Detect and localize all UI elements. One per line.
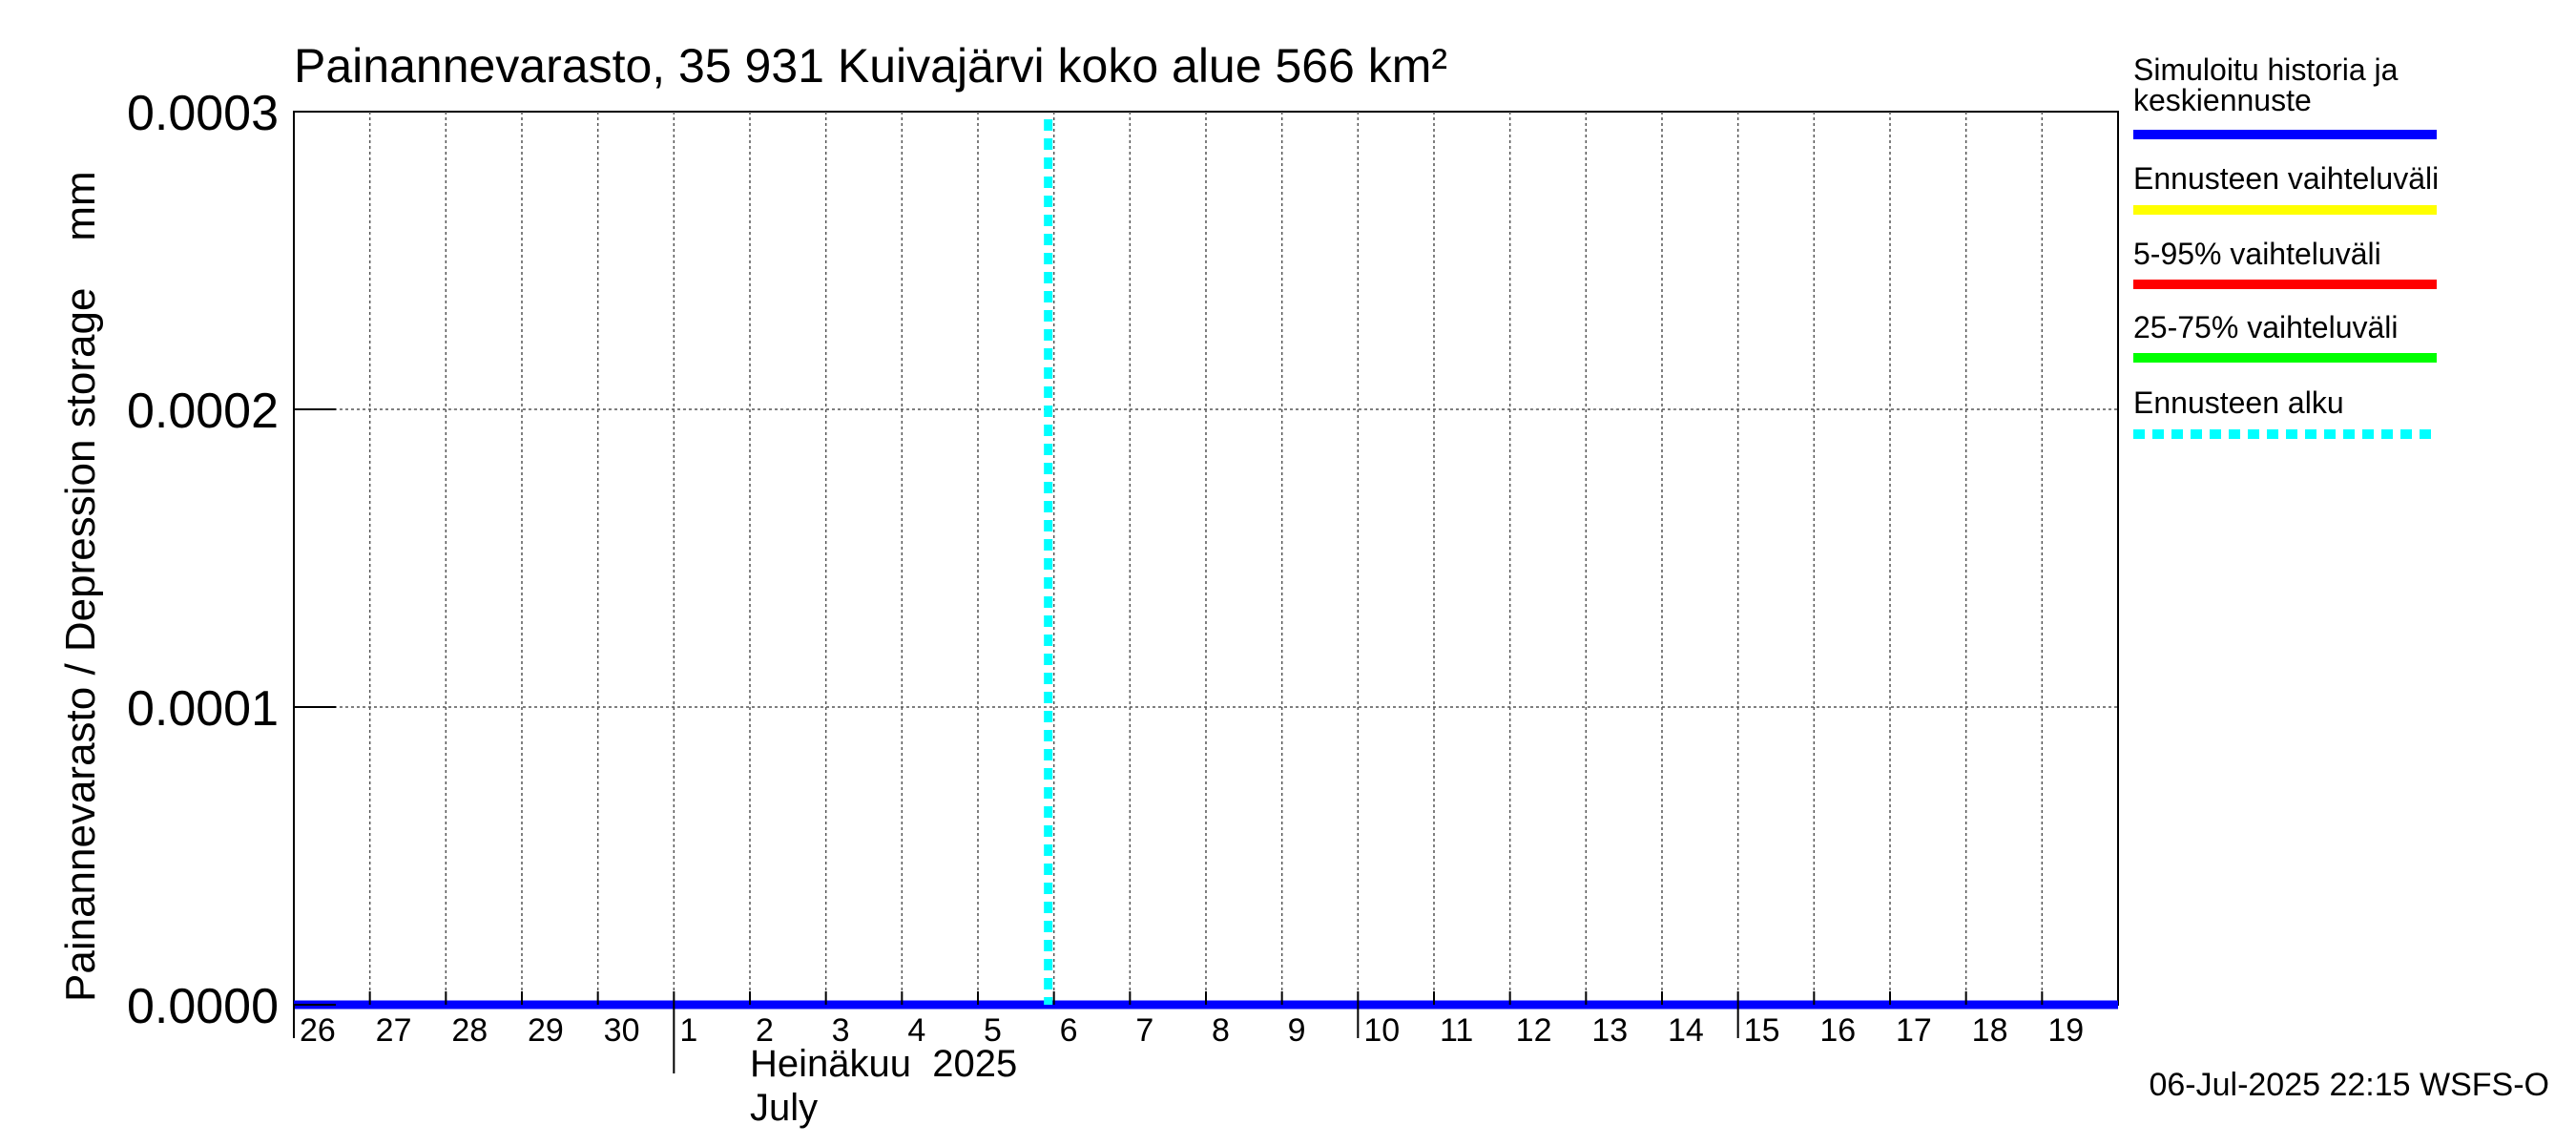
- y-axis: 0.0000 0.0001 0.0002 0.0003: [127, 86, 336, 1034]
- x-tick-label: 9: [1288, 1012, 1306, 1049]
- x-tick-label: 29: [528, 1012, 564, 1049]
- x-tick-label: 28: [451, 1012, 488, 1049]
- x-tick-label: 5: [984, 1012, 1002, 1049]
- x-tick-label: 6: [1060, 1012, 1078, 1049]
- x-tick-label: 30: [604, 1012, 640, 1049]
- footer-timestamp: 06-Jul-2025 22:15 WSFS-O: [2149, 1067, 2549, 1103]
- plot-area: [293, 111, 2119, 1010]
- y-tick-label: 0.0001: [127, 681, 279, 737]
- x-tick-label: 2: [756, 1012, 774, 1049]
- x-tick-label: 17: [1896, 1012, 1932, 1049]
- x-tick-label: 10: [1363, 1012, 1400, 1049]
- y-tick-label: 0.0003: [127, 86, 279, 141]
- y-tick-label: 0.0002: [127, 384, 279, 439]
- x-tick-label: 13: [1591, 1012, 1628, 1049]
- x-tick-label: 27: [376, 1012, 412, 1049]
- month-label-fi: Heinäkuu 2025: [750, 1043, 1017, 1085]
- legend-label: 25-75% vaihteluväli: [2133, 310, 2399, 344]
- chart-title: Painannevarasto, 35 931 Kuivajärvi koko …: [294, 39, 1447, 93]
- x-tick-label: 19: [2047, 1012, 2084, 1049]
- x-tick-label: 12: [1516, 1012, 1552, 1049]
- legend-label: keskiennuste: [2133, 83, 2312, 117]
- x-tick-label: 3: [832, 1012, 850, 1049]
- x-tick-label: 15: [1744, 1012, 1780, 1049]
- x-tick-label: 26: [300, 1012, 336, 1049]
- x-tick-label: 8: [1212, 1012, 1230, 1049]
- y-axis-label: Painannevarasto / Depression storage mm: [57, 171, 104, 1002]
- legend-label: 5-95% vaihteluväli: [2133, 237, 2381, 271]
- legend-label: Simuloitu historia ja: [2133, 52, 2399, 87]
- legend-label: Ennusteen vaihteluväli: [2133, 161, 2439, 196]
- x-tick-label: 7: [1135, 1012, 1153, 1049]
- x-tick-label: 16: [1819, 1012, 1856, 1049]
- x-axis: 26 27 28 29 30 1 2 3 4 5 6 7 8 9 10 11 12 13 14 15 16 17 18 19: [293, 991, 2084, 1073]
- y-tick-label: 0.0000: [127, 979, 279, 1034]
- x-tick-label: 14: [1668, 1012, 1704, 1049]
- month-label-en: July: [750, 1087, 818, 1129]
- grid-lines: [294, 112, 2118, 1005]
- x-tick-label: 4: [907, 1012, 925, 1049]
- legend-label: Ennusteen alku: [2133, 385, 2344, 420]
- x-tick-label: 11: [1440, 1012, 1473, 1049]
- x-tick-label: 18: [1972, 1012, 2008, 1049]
- x-tick-label: 1: [679, 1012, 697, 1049]
